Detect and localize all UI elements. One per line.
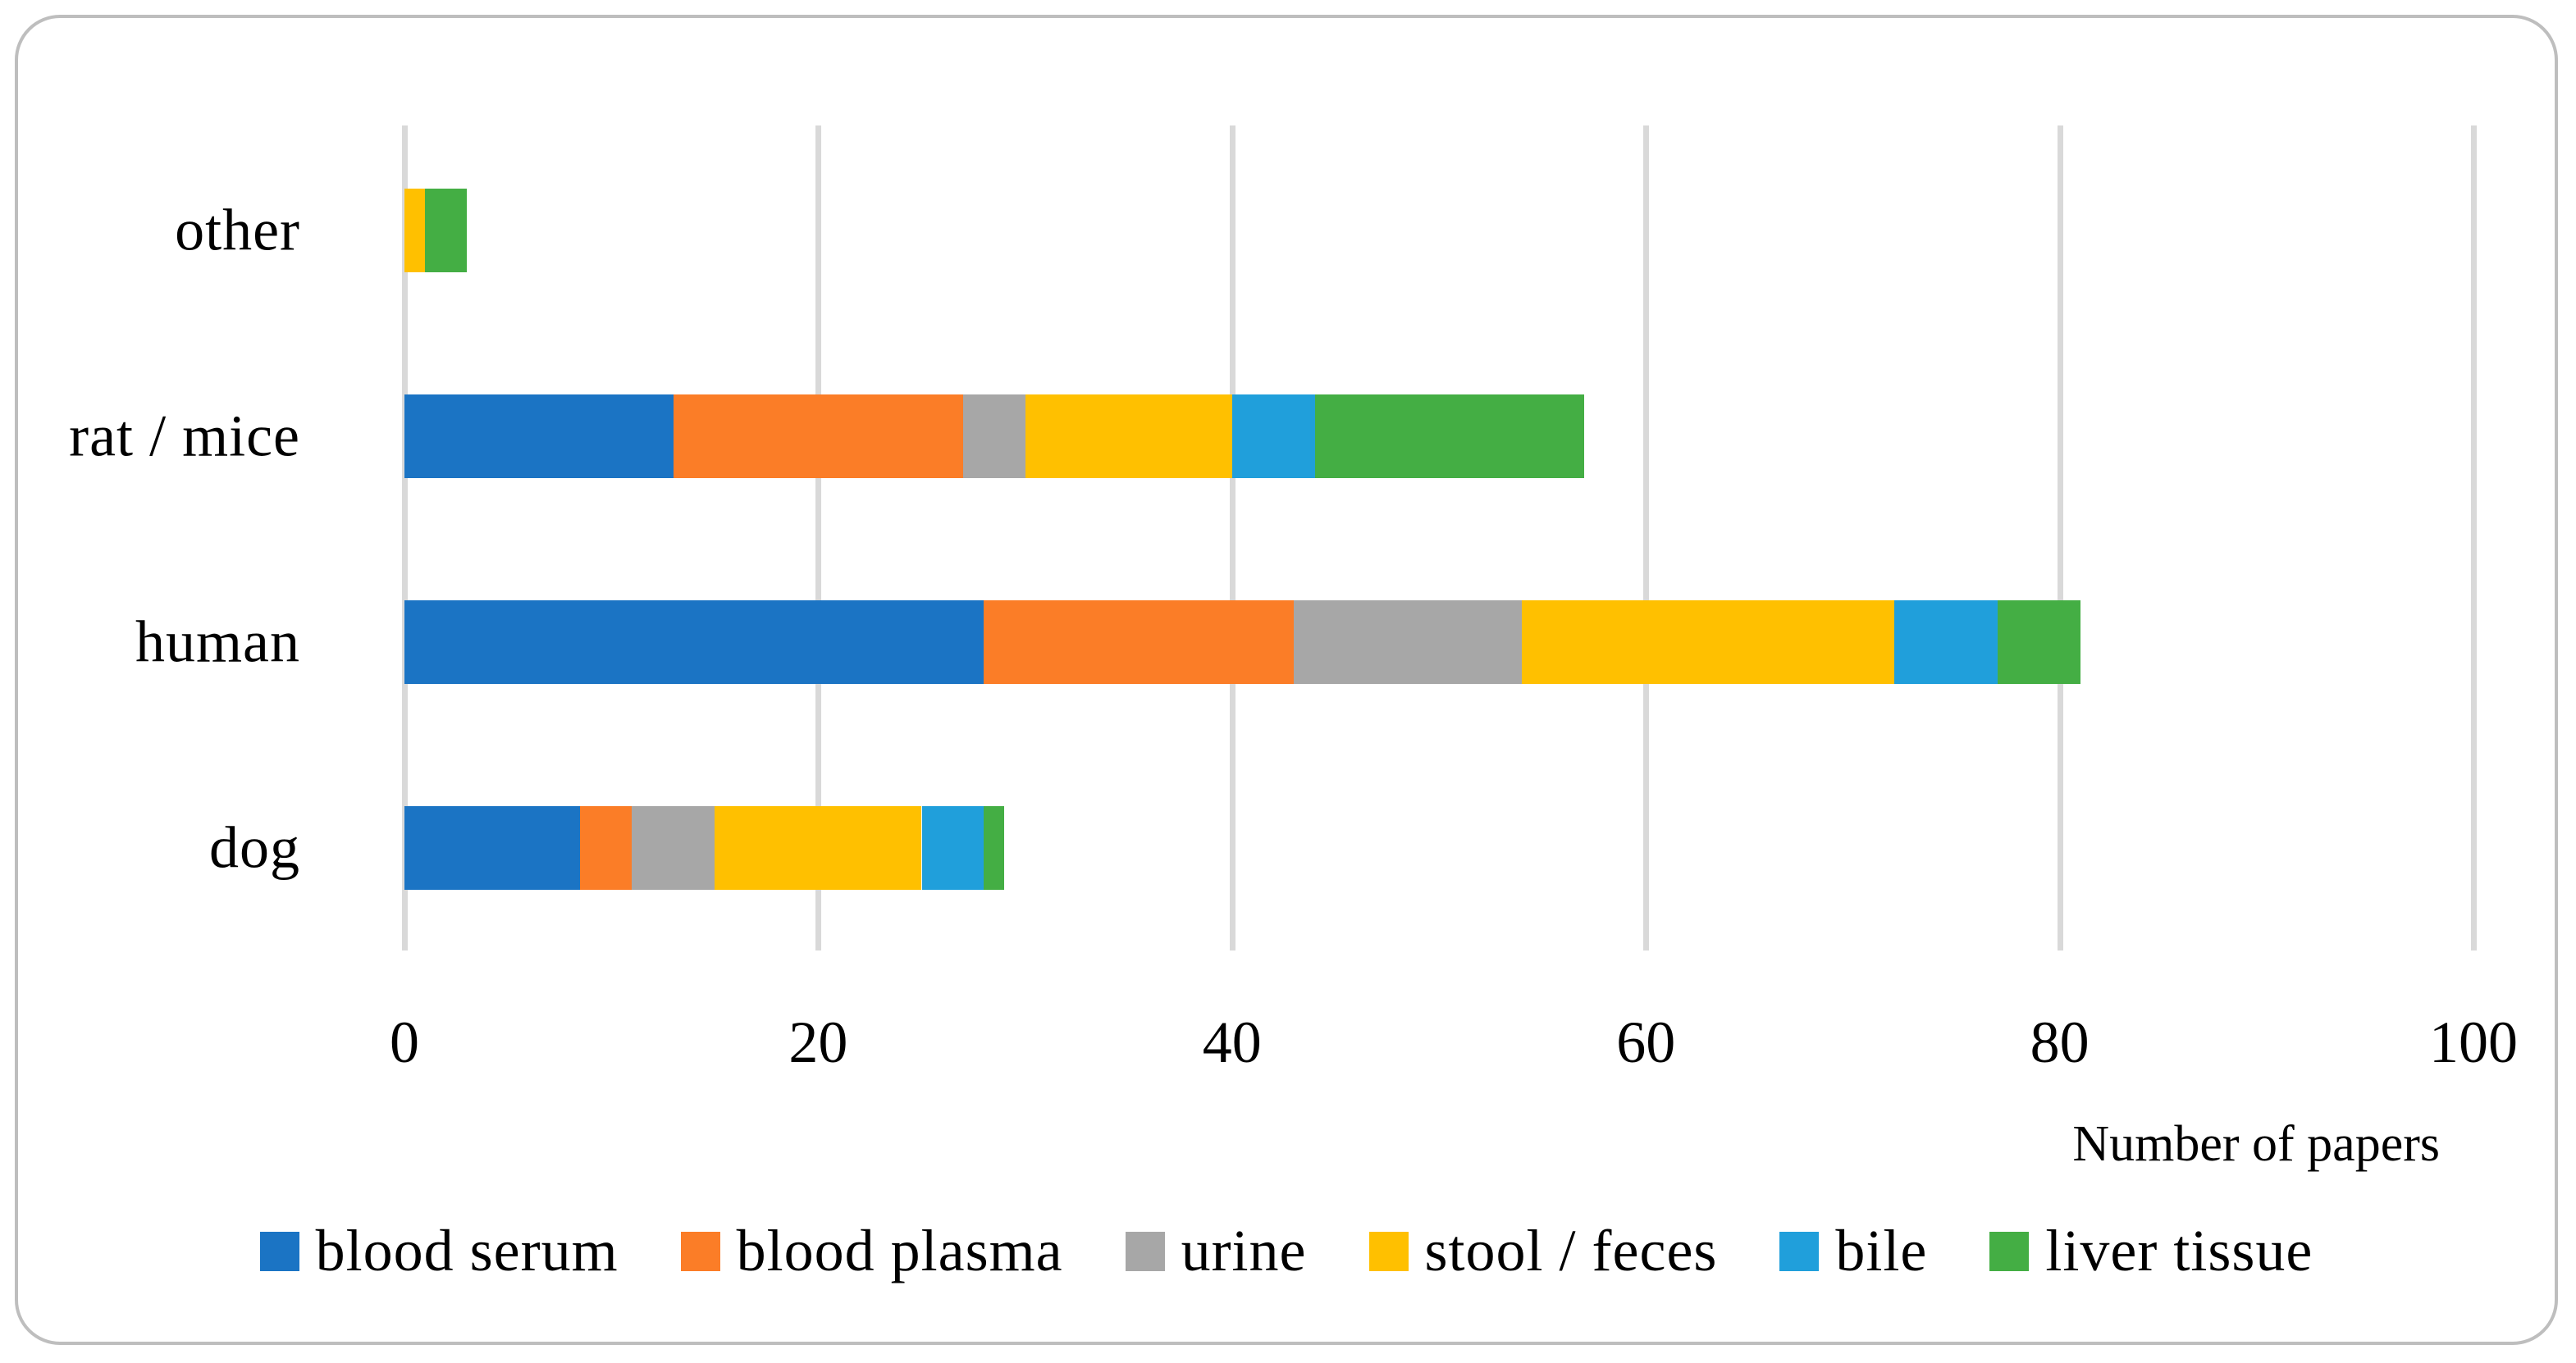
bar-segment-blood-plasma — [984, 600, 1295, 684]
legend-swatch-icon — [259, 1231, 299, 1271]
figure-frame: other rat / mice human dog 0 20 40 60 80 100 Num… — [15, 15, 2558, 1345]
legend-label: bile — [1835, 1218, 1928, 1283]
legend-item-blood-plasma: blood plasma — [680, 1217, 1063, 1285]
bar-row-rat-mice — [404, 394, 2473, 478]
gridline-20 — [815, 125, 822, 950]
legend-swatch-icon — [680, 1231, 720, 1271]
category-label-human: human — [135, 609, 300, 675]
x-tick-label-0: 0 — [390, 1010, 419, 1075]
legend-item-stool-feces: stool / feces — [1368, 1217, 1718, 1285]
category-label-rat-mice: rat / mice — [69, 403, 300, 469]
legend-item-liver-tissue: liver tissue — [1989, 1217, 2313, 1285]
bar-segment-blood-serum — [404, 600, 984, 684]
gridline-0 — [402, 125, 408, 950]
category-label-dog: dog — [209, 814, 300, 881]
gridline-60 — [1643, 125, 1650, 950]
bar-segment-stool-feces — [404, 189, 426, 272]
legend-swatch-icon — [1779, 1231, 1820, 1271]
bar-segment-bile — [1893, 600, 1998, 684]
bar-segment-urine — [1294, 600, 1522, 684]
x-tick-label-40: 40 — [1202, 1010, 1262, 1075]
legend-swatch-icon — [1125, 1231, 1165, 1271]
legend-item-blood-serum: blood serum — [259, 1217, 619, 1285]
legend-label: blood plasma — [736, 1218, 1063, 1283]
legend-swatch-icon — [1368, 1231, 1409, 1271]
bar-segment-liver-tissue — [1314, 394, 1584, 478]
legend-item-bile: bile — [1779, 1217, 1927, 1285]
x-tick-label-60: 60 — [1616, 1010, 1676, 1075]
legend-swatch-icon — [1989, 1231, 2030, 1271]
bar-segment-blood-plasma — [673, 394, 963, 478]
legend-label: urine — [1181, 1218, 1307, 1283]
bar-segment-blood-serum — [404, 394, 674, 478]
bar-segment-liver-tissue — [1997, 600, 2080, 684]
bar-row-human — [404, 600, 2473, 684]
x-tick-label-20: 20 — [788, 1010, 848, 1075]
bar-segment-urine — [632, 806, 715, 890]
bar-segment-blood-serum — [404, 806, 581, 890]
bar-segment-bile — [1231, 394, 1315, 478]
bar-segment-liver-tissue — [984, 806, 1005, 890]
bar-segment-stool-feces — [1521, 600, 1894, 684]
bar-segment-blood-plasma — [580, 806, 633, 890]
legend-label: blood serum — [315, 1218, 619, 1283]
gridline-80 — [2057, 125, 2063, 950]
legend-label: liver tissue — [2045, 1218, 2313, 1283]
bar-segment-urine — [962, 394, 1025, 478]
legend-label: stool / feces — [1424, 1218, 1718, 1283]
gridline-100 — [2471, 125, 2477, 950]
bar-segment-bile — [921, 806, 984, 890]
bar-segment-stool-feces — [1025, 394, 1232, 478]
gridline-40 — [1229, 125, 1235, 950]
bar-segment-liver-tissue — [425, 189, 467, 272]
category-label-other: other — [175, 197, 300, 263]
legend: blood serum blood plasma urine stool / fece… — [67, 1217, 2505, 1285]
bar-row-dog — [404, 806, 2473, 890]
legend-item-urine: urine — [1125, 1217, 1307, 1285]
bar-row-other — [404, 189, 2473, 272]
plot-area — [402, 125, 2477, 950]
bar-segment-stool-feces — [715, 806, 922, 890]
x-tick-label-100: 100 — [2429, 1010, 2518, 1075]
x-tick-label-80: 80 — [2030, 1010, 2090, 1075]
x-axis-title: Number of papers — [2072, 1116, 2440, 1172]
